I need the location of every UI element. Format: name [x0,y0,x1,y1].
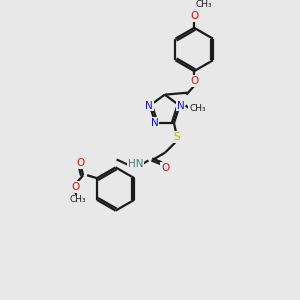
Text: O: O [71,182,80,192]
Text: O: O [76,158,84,168]
Text: N: N [145,100,153,110]
Text: N: N [151,118,158,128]
Text: HN: HN [128,159,143,170]
Text: S: S [174,132,180,142]
Text: O: O [190,11,198,21]
Text: CH₃: CH₃ [189,104,206,113]
Text: N: N [177,100,184,110]
Text: O: O [161,163,169,173]
Text: O: O [190,76,198,86]
Text: CH₃: CH₃ [70,195,86,204]
Text: CH₃: CH₃ [196,0,212,9]
